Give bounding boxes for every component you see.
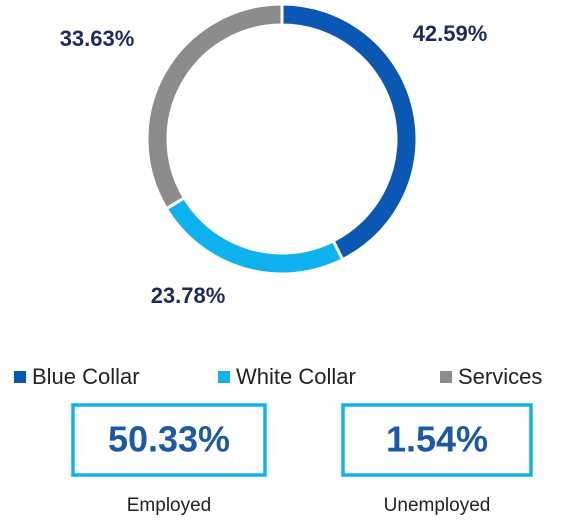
kpi-label: Employed: [127, 495, 212, 516]
donut-segment: [164, 195, 345, 276]
kpi-value: 1.54%: [386, 419, 488, 460]
legend-label: White Collar: [236, 364, 356, 389]
legend-swatch: [218, 371, 230, 383]
kpi-value: 50.33%: [108, 419, 230, 460]
data-label: 42.59%: [413, 21, 488, 46]
data-label: 33.63%: [60, 26, 135, 51]
kpi-label: Unemployed: [384, 495, 491, 516]
kpi-box: [71, 403, 267, 477]
donut-segment: [145, 2, 284, 211]
legend-label: Blue Collar: [32, 364, 140, 389]
legend-label: Services: [458, 364, 542, 389]
legend-swatch: [440, 371, 452, 383]
kpi-box: [341, 403, 533, 477]
data-label: 23.78%: [151, 283, 226, 308]
legend-swatch: [14, 371, 26, 383]
donut-segment: [280, 2, 419, 262]
